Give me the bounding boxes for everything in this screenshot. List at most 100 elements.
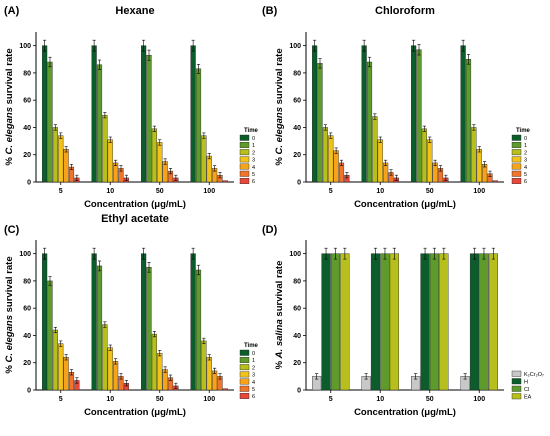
bar bbox=[102, 114, 108, 183]
legend-title: Time bbox=[244, 343, 259, 349]
bar bbox=[206, 155, 212, 183]
bar bbox=[322, 127, 328, 183]
x-tick-label: 50 bbox=[426, 396, 434, 403]
legend-entry: 5 bbox=[252, 172, 255, 178]
bar bbox=[113, 361, 119, 391]
bar bbox=[58, 343, 64, 391]
legend-swatch bbox=[511, 141, 522, 148]
legend-swatch bbox=[511, 378, 522, 385]
y-axis-label-prefix: % bbox=[4, 363, 15, 374]
y-tick-label: 100 bbox=[19, 43, 31, 50]
legend-swatch bbox=[239, 378, 250, 385]
legend-swatch bbox=[511, 177, 522, 184]
y-axis-label-suffix: survival rate bbox=[274, 261, 285, 320]
y-tick-label: 100 bbox=[289, 43, 301, 50]
legend-swatch bbox=[511, 149, 522, 156]
y-tick-label: 40 bbox=[23, 333, 31, 340]
x-tick-label: 10 bbox=[376, 396, 384, 403]
legend-entry: 0 bbox=[252, 136, 255, 142]
legend-entry: 0 bbox=[524, 136, 527, 142]
bar bbox=[146, 54, 152, 183]
y-tick-label: 100 bbox=[19, 251, 31, 258]
bar bbox=[42, 45, 48, 183]
y-axis-label-species: C. elegans bbox=[4, 107, 15, 155]
legend-swatch bbox=[511, 370, 522, 377]
bar bbox=[63, 149, 69, 183]
bar bbox=[476, 149, 482, 183]
bar bbox=[96, 265, 103, 391]
legend-entry: 2 bbox=[524, 150, 527, 156]
bar bbox=[361, 45, 367, 183]
bar bbox=[416, 49, 422, 183]
legend-swatch bbox=[511, 163, 522, 170]
legend-swatch bbox=[511, 134, 522, 141]
legend-entry: 3 bbox=[252, 373, 255, 379]
y-tick-label: 80 bbox=[23, 70, 31, 77]
legend-swatch bbox=[239, 357, 250, 363]
bar bbox=[190, 45, 196, 183]
bar bbox=[421, 128, 427, 183]
x-axis-label: Concentration (μg/mL) bbox=[354, 407, 456, 418]
legend-entry: 1 bbox=[252, 358, 255, 364]
y-axis-label-prefix: % bbox=[274, 358, 285, 369]
bar bbox=[380, 253, 390, 391]
legend-entry: 5 bbox=[524, 172, 527, 178]
bar bbox=[488, 253, 498, 391]
bar bbox=[317, 63, 323, 183]
panel-label: (D) bbox=[262, 224, 278, 236]
bar bbox=[201, 135, 207, 183]
bar bbox=[471, 127, 477, 183]
legend-entry: 0 bbox=[252, 351, 255, 357]
legend-swatch bbox=[511, 385, 522, 392]
legend-entry: 4 bbox=[252, 165, 255, 171]
bar bbox=[146, 267, 152, 391]
bar bbox=[420, 253, 430, 391]
legend-swatch bbox=[239, 170, 250, 177]
legend-swatch bbox=[511, 170, 522, 177]
legend-entry: 4 bbox=[252, 380, 255, 386]
bar bbox=[469, 253, 480, 391]
legend-swatch bbox=[239, 385, 250, 392]
chart-title: Chloroform bbox=[375, 5, 435, 17]
y-axis-label: % C. elegans survival rate bbox=[4, 256, 15, 373]
bar bbox=[328, 135, 334, 183]
bar bbox=[330, 253, 341, 391]
bar bbox=[107, 139, 113, 183]
chart-title: Ethyl acetate bbox=[101, 213, 169, 225]
bar bbox=[47, 61, 53, 183]
bar bbox=[157, 352, 163, 391]
legend-entry: 6 bbox=[252, 394, 255, 400]
legend-swatch bbox=[511, 393, 522, 400]
y-tick-label: 60 bbox=[293, 98, 301, 105]
y-axis-label: % C. elegans survival rate bbox=[4, 48, 15, 165]
bar bbox=[52, 329, 58, 391]
chart-title: Hexane bbox=[115, 5, 154, 17]
bar bbox=[201, 340, 207, 391]
legend-entry: EA bbox=[524, 395, 532, 401]
y-axis-label-species: A. salina bbox=[274, 319, 285, 359]
bar bbox=[460, 45, 466, 183]
y-axis-label-suffix: survival rate bbox=[4, 256, 15, 315]
legend: K₂Cr₂O₇ HCl EA bbox=[511, 370, 544, 401]
bar bbox=[312, 45, 318, 183]
y-tick-label: 20 bbox=[23, 152, 31, 159]
x-tick-label: 5 bbox=[59, 188, 63, 195]
y-tick-label: 0 bbox=[297, 180, 301, 187]
y-axis-label: % C. elegans survival rate bbox=[274, 48, 285, 165]
y-axis-label-suffix: survival rate bbox=[4, 48, 15, 107]
panel-label: (C) bbox=[4, 224, 20, 236]
y-tick-label: 100 bbox=[289, 251, 301, 258]
x-tick-label: 100 bbox=[473, 396, 485, 403]
y-axis-label-prefix: % bbox=[4, 155, 15, 166]
legend-entry: 3 bbox=[524, 158, 527, 164]
x-tick-label: 5 bbox=[329, 188, 333, 195]
legend-swatch bbox=[239, 371, 250, 378]
legend-title: Time bbox=[244, 128, 259, 134]
bar bbox=[333, 150, 339, 183]
bar bbox=[222, 388, 228, 391]
legend-swatch bbox=[239, 349, 250, 356]
